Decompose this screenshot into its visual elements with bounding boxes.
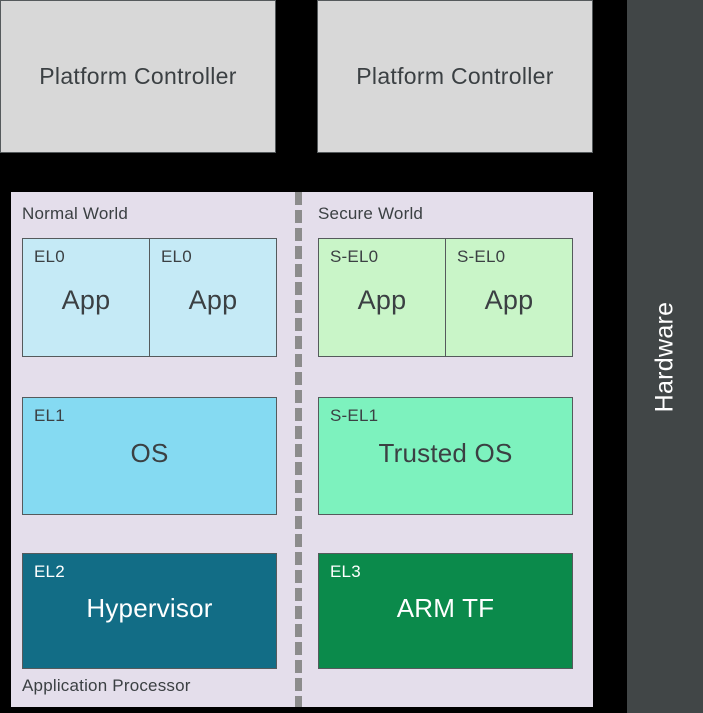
- exception-level-tag: EL0: [34, 247, 65, 266]
- hardware-bar: Hardware: [627, 0, 703, 713]
- arm-tf-title: ARM TF: [396, 593, 495, 624]
- normal-world-app-box-1: EL0 App: [22, 238, 150, 357]
- platform-controller-label-1: Platform Controller: [39, 63, 237, 89]
- secure-world-trusted-os-box: S-EL1 Trusted OS: [318, 397, 573, 515]
- app-title: App: [188, 284, 238, 315]
- secure-world-app-box-2: S-EL0 App: [445, 238, 573, 357]
- exception-level-tag: EL3: [330, 562, 361, 581]
- world-divider-dashed-line: [295, 192, 302, 707]
- application-processor-panel: Normal World Secure World EL0 App EL0 Ap…: [11, 192, 593, 707]
- trusted-os-title: Trusted OS: [378, 438, 513, 469]
- exception-level-tag: EL0: [161, 247, 192, 266]
- hypervisor-box: EL2 Hypervisor: [22, 553, 277, 669]
- os-title: OS: [130, 438, 169, 469]
- hypervisor-title: Hypervisor: [86, 593, 213, 624]
- normal-world-app-box-2: EL0 App: [149, 238, 277, 357]
- app-title: App: [357, 284, 407, 315]
- secure-world-label: Secure World: [318, 204, 424, 223]
- hardware-label: Hardware: [650, 301, 679, 412]
- arm-trusted-firmware-box: EL3 ARM TF: [318, 553, 573, 669]
- exception-level-tag: S-EL1: [330, 406, 379, 425]
- exception-level-tag: EL1: [34, 406, 65, 425]
- app-title: App: [61, 284, 111, 315]
- normal-world-label: Normal World: [22, 204, 128, 223]
- application-processor-label: Application Processor: [22, 676, 191, 695]
- exception-level-tag: S-EL0: [457, 247, 506, 266]
- platform-controller-box-2: Platform Controller: [317, 0, 593, 153]
- normal-world-os-box: EL1 OS: [22, 397, 277, 515]
- platform-controller-box-1: Platform Controller: [0, 0, 276, 153]
- exception-level-tag: S-EL0: [330, 247, 379, 266]
- secure-world-app-box-1: S-EL0 App: [318, 238, 446, 357]
- platform-controller-label-2: Platform Controller: [356, 63, 554, 89]
- exception-level-tag: EL2: [34, 562, 65, 581]
- app-title: App: [484, 284, 534, 315]
